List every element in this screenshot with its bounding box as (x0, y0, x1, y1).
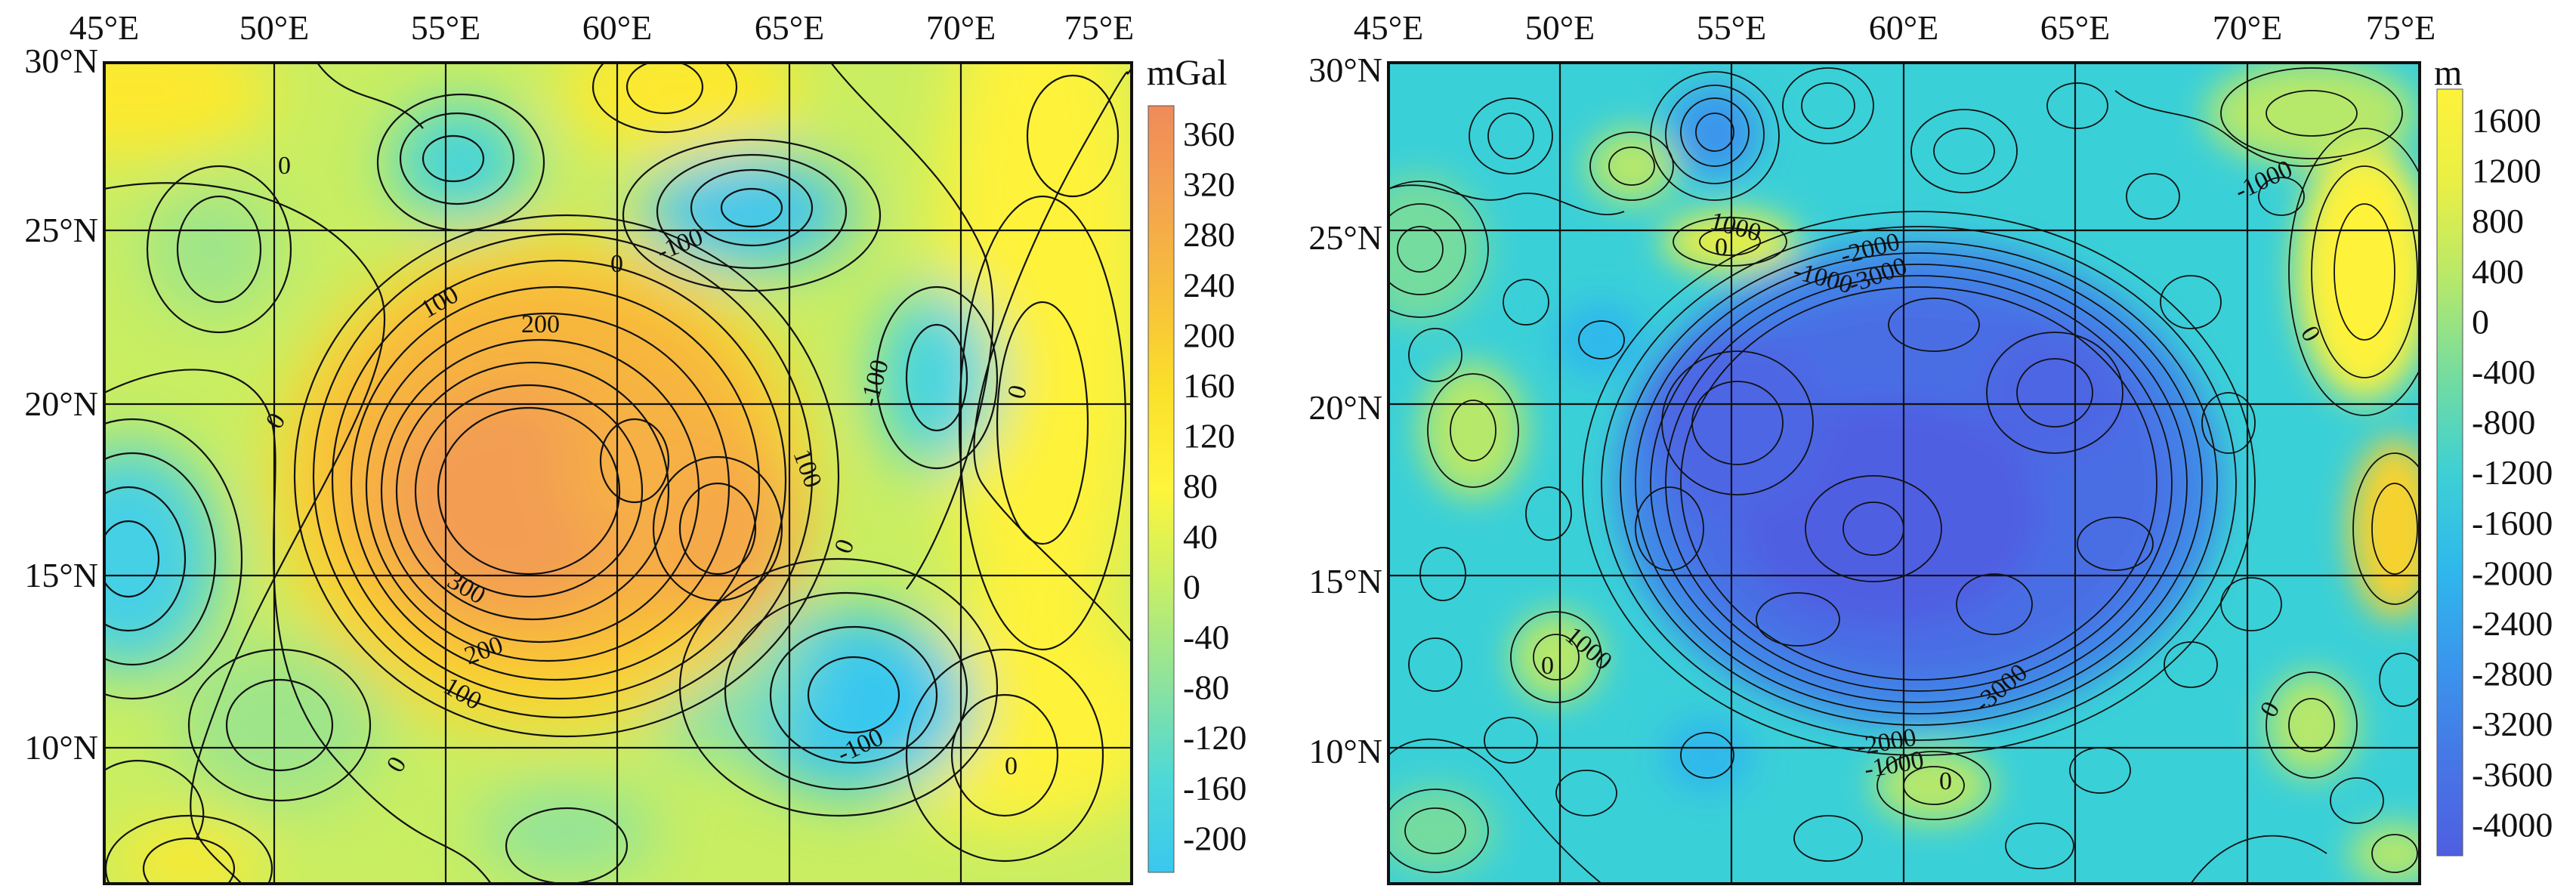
colorbar-tick-label: -80 (1183, 668, 1229, 707)
topography-field-raster (1388, 63, 2420, 884)
colorbar-gradient (1147, 105, 1175, 873)
topography-latitude-labels: 30°N 25°N 20°N 15°N 10°N (1308, 51, 1382, 770)
colorbar-tick-label: -200 (1183, 819, 1246, 857)
colorbar-tick-label: -400 (2472, 353, 2535, 391)
colorbar-tick-label: 240 (1183, 266, 1235, 304)
colorbar-tick-label: 40 (1183, 517, 1218, 556)
lat-tick-label: 15°N (1308, 562, 1382, 600)
colorbar-tick-label: -2400 (2472, 604, 2553, 643)
lat-tick-label: 10°N (24, 728, 98, 767)
colorbar-tick-label: 1200 (2472, 152, 2541, 190)
lon-tick-label: 75°E (1064, 8, 1135, 47)
topography-graticule (1388, 63, 2420, 884)
colorbar-tick-label: -800 (2472, 403, 2535, 442)
topography-colorbar: m 1600 1200 800 400 0 -400 -800 -1200 -1600 -2000… (2434, 53, 2553, 857)
contour-label: 0 (1939, 767, 1952, 795)
lon-tick-label: 45°E (69, 8, 140, 47)
lon-tick-label: 60°E (1869, 8, 1939, 47)
gravity-colorbar: mGal 360 320 280 240 200 160 120 80 40 0 -40 -80 -12… (1147, 53, 1246, 873)
colorbar-tick-label: -2000 (2472, 554, 2553, 592)
colorbar-tick-label: 0 (1183, 567, 1200, 606)
lat-tick-label: 25°N (1308, 218, 1382, 257)
contour-label: 0 (278, 152, 291, 180)
colorbar-tick-labels: 360 320 280 240 200 160 120 80 40 0 -40 -80 -120 -160… (1183, 115, 1246, 857)
gravity-map-frame (103, 61, 1133, 885)
lat-tick-label: 25°N (24, 211, 98, 249)
lon-tick-label: 60°E (582, 8, 653, 47)
lon-tick-label: 45°E (1354, 8, 1424, 47)
colorbar-tick-label: -3200 (2472, 705, 2553, 743)
topography-longitude-labels: 45°E 50°E 55°E 60°E 65°E 70°E 75°E (1354, 8, 2436, 47)
colorbar-tick-labels: 1600 1200 800 400 0 -400 -800 -1200 -1600 -2000 -2… (2472, 101, 2553, 844)
colorbar-tick-label: 200 (1183, 316, 1235, 354)
colorbar-unit: m (2434, 53, 2462, 93)
contour-label: 0 (1541, 652, 1554, 680)
topography-contour-lines (1388, 67, 2420, 884)
colorbar-unit: mGal (1147, 53, 1228, 93)
contour-label: 0 (1715, 233, 1728, 261)
gravity-contour-lines (104, 63, 1132, 884)
colorbar-tick-label: 0 (2472, 302, 2489, 341)
contour-label: 200 (521, 310, 560, 338)
colorbar-tick-label: 400 (2472, 252, 2524, 291)
colorbar-tick-label: 280 (1183, 215, 1235, 254)
colorbar-tick-label: -1200 (2472, 453, 2553, 492)
colorbar-tick-label: -2800 (2472, 655, 2553, 693)
gravity-latitude-labels: 30°N 25°N 20°N 15°N 10°N (24, 42, 98, 767)
lat-tick-label: 20°N (24, 384, 98, 423)
colorbar-tick-label: -40 (1183, 618, 1229, 656)
lon-tick-label: 55°E (411, 8, 481, 47)
topography-map-frame (1387, 61, 2421, 885)
colorbar-tick-label: 800 (2472, 202, 2524, 240)
lat-tick-label: 20°N (1308, 388, 1382, 427)
gravity-field-raster (104, 63, 1132, 884)
colorbar-tick-label: -3600 (2472, 755, 2553, 794)
lat-tick-label: 15°N (24, 556, 98, 594)
lon-tick-label: 70°E (926, 8, 996, 47)
colorbar-gradient (2436, 88, 2463, 857)
lon-tick-label: 50°E (239, 8, 310, 47)
lon-tick-label: 70°E (2213, 8, 2283, 47)
colorbar-tick-label: 120 (1183, 417, 1235, 455)
lat-tick-label: 10°N (1308, 732, 1382, 770)
topography-contour-labels: 1000 -1000 0 -1000 -2000 -3000 0 1000 0 … (1541, 155, 2326, 795)
colorbar-tick-label: 360 (1183, 115, 1235, 153)
lon-tick-label: 75°E (2366, 8, 2436, 47)
colorbar-tick-label: 320 (1183, 165, 1235, 204)
colorbar-tick-label: 160 (1183, 366, 1235, 405)
lon-tick-label: 65°E (755, 8, 825, 47)
colorbar-tick-label: -1600 (2472, 504, 2553, 542)
colorbar-tick-label: -160 (1183, 769, 1246, 807)
colorbar-tick-label: -120 (1183, 718, 1246, 757)
lon-tick-label: 65°E (2040, 8, 2111, 47)
topography-map-panel: 1000 -1000 0 -1000 -2000 -3000 0 1000 0 … (1308, 8, 2553, 885)
gravity-longitude-labels: 45°E 50°E 55°E 60°E 65°E 70°E 75°E (69, 8, 1135, 47)
colorbar-tick-label: 80 (1183, 467, 1218, 505)
gravity-map-panel: 0 -100 0 100 200 -100 0 0 100 0 300 200 … (24, 8, 1246, 885)
colorbar-tick-label: 1600 (2472, 101, 2541, 140)
lat-tick-label: 30°N (24, 42, 98, 80)
lon-tick-label: 55°E (1697, 8, 1767, 47)
lon-tick-label: 50°E (1525, 8, 1595, 47)
lat-tick-label: 30°N (1308, 51, 1382, 89)
gravity-graticule (104, 63, 1132, 884)
colorbar-tick-label: -4000 (2472, 805, 2553, 844)
contour-label: 0 (1005, 752, 1018, 780)
contour-label: 0 (610, 250, 623, 278)
